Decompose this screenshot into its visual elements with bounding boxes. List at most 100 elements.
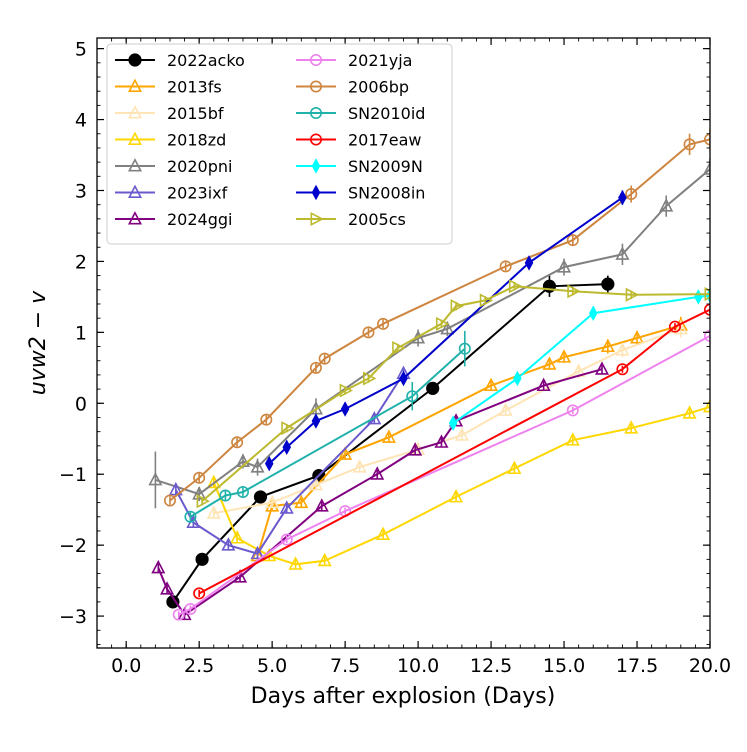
legend-label: 2005cs bbox=[348, 210, 406, 229]
data-point bbox=[513, 370, 522, 387]
legend-swatch-marker bbox=[310, 211, 324, 227]
y-tick-label: 2 bbox=[75, 251, 87, 273]
y-axis-label: uvw2 − v bbox=[26, 290, 51, 395]
data-point bbox=[309, 361, 322, 374]
legend-item-2024ggi: 2024ggi bbox=[115, 210, 232, 229]
data-point bbox=[458, 342, 471, 355]
x-tick-label: 20.0 bbox=[689, 655, 731, 677]
data-point bbox=[265, 498, 280, 512]
data-point bbox=[294, 494, 309, 509]
data-point bbox=[352, 459, 367, 473]
legend-item-2015bf: 2015bf bbox=[115, 104, 224, 123]
data-point bbox=[362, 326, 375, 339]
data-point bbox=[318, 352, 331, 365]
data-point bbox=[702, 161, 710, 175]
data-point bbox=[702, 398, 710, 413]
data-point bbox=[434, 434, 449, 448]
legend-label: 2023ixf bbox=[167, 184, 228, 203]
data-point bbox=[184, 510, 197, 523]
data-point bbox=[566, 404, 579, 417]
data-point bbox=[192, 486, 207, 500]
x-tick-label: 17.5 bbox=[616, 655, 658, 677]
data-point bbox=[377, 317, 390, 330]
data-point bbox=[265, 494, 280, 509]
data-point bbox=[236, 485, 249, 498]
data-point bbox=[600, 338, 615, 353]
legend-item-SN2008in: SN2008in bbox=[296, 184, 425, 203]
data-point bbox=[172, 608, 185, 621]
data-point bbox=[625, 188, 638, 201]
data-point bbox=[615, 342, 630, 356]
legend-swatch-marker bbox=[127, 131, 143, 145]
data-point bbox=[370, 466, 385, 480]
data-point bbox=[160, 581, 175, 595]
series-2023ixf bbox=[168, 365, 411, 560]
legend-item-2020pni: 2020pni bbox=[115, 157, 232, 176]
data-point bbox=[260, 413, 273, 426]
legend-label: SN2010id bbox=[348, 104, 425, 123]
legend-swatch-marker bbox=[309, 133, 322, 146]
legend-item-2023ixf: 2023ixf bbox=[115, 184, 228, 203]
data-point bbox=[288, 556, 303, 570]
legend-label: 2024ggi bbox=[167, 210, 232, 229]
data-point bbox=[588, 305, 598, 321]
y-tick-label: −2 bbox=[59, 535, 87, 557]
series-line-2015bf bbox=[213, 327, 682, 515]
data-point bbox=[565, 432, 580, 446]
data-point bbox=[440, 320, 455, 335]
legend-swatch-marker bbox=[127, 158, 143, 172]
axes-layer: 0.0 2.5 5.0 7.5 10.0 12.5 15.0 17.5 20.0 −3 −2 −1 0 1… bbox=[59, 38, 731, 677]
legend-label: 2020pni bbox=[167, 157, 232, 176]
y-tick-label: −1 bbox=[59, 464, 87, 486]
legend-swatch-marker bbox=[127, 105, 143, 119]
y-tick-label: 3 bbox=[75, 181, 87, 203]
data-point bbox=[151, 559, 166, 574]
series-line-2021yja bbox=[178, 335, 710, 616]
data-point bbox=[615, 246, 630, 260]
legend-label: SN2008in bbox=[348, 184, 425, 203]
legend-swatch-marker bbox=[309, 107, 322, 120]
legend-label: 2018zd bbox=[167, 131, 226, 150]
data-point bbox=[536, 377, 551, 392]
data-point bbox=[507, 460, 522, 475]
data-point bbox=[683, 138, 696, 151]
data-point bbox=[193, 471, 206, 484]
legend-label: 2006bp bbox=[348, 78, 409, 97]
data-point bbox=[314, 498, 329, 512]
data-point bbox=[449, 488, 464, 503]
data-point bbox=[253, 490, 268, 504]
data-point bbox=[673, 320, 688, 335]
data-point bbox=[339, 383, 354, 398]
data-point bbox=[601, 277, 615, 291]
data-point bbox=[193, 587, 206, 600]
data-point bbox=[163, 494, 176, 507]
x-tick-label: 7.5 bbox=[330, 655, 360, 677]
data-point bbox=[376, 526, 391, 541]
data-point bbox=[168, 481, 183, 496]
data-point bbox=[498, 402, 513, 416]
legend-item-2013fs: 2013fs bbox=[115, 78, 222, 97]
data-point bbox=[195, 552, 209, 566]
data-point bbox=[618, 189, 627, 206]
data-point bbox=[392, 340, 406, 355]
data-point bbox=[282, 439, 292, 456]
data-point bbox=[340, 401, 350, 417]
data-point bbox=[499, 260, 512, 273]
data-point bbox=[426, 381, 440, 395]
legend-label: SN2009N bbox=[348, 157, 423, 176]
legend-item-SN2010id: SN2010id bbox=[296, 104, 425, 123]
series-2015bf bbox=[206, 320, 688, 519]
data-point bbox=[557, 349, 572, 363]
legend-swatch-marker bbox=[309, 53, 322, 66]
x-axis-label: Days after explosion (Days) bbox=[251, 684, 556, 709]
data-point bbox=[454, 427, 469, 441]
data-point bbox=[399, 370, 408, 387]
x-tick-label: 10.0 bbox=[397, 655, 439, 677]
legend-item-2022acko: 2022acko bbox=[115, 51, 245, 70]
series-layer bbox=[148, 128, 710, 621]
legend-swatch-marker bbox=[127, 184, 143, 198]
data-point bbox=[230, 530, 245, 544]
y-tick-label: −3 bbox=[59, 606, 87, 628]
legend-swatch-marker bbox=[311, 158, 321, 174]
data-point bbox=[557, 259, 572, 273]
